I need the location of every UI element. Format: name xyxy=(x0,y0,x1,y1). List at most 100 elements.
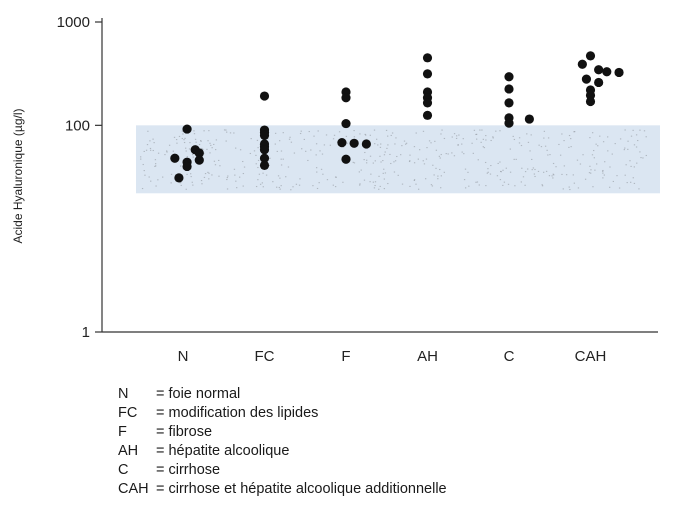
band-speckle xyxy=(632,129,634,131)
band-speckle xyxy=(541,185,544,187)
band-speckle xyxy=(308,130,310,133)
band-speckle xyxy=(633,166,635,168)
band-speckle xyxy=(593,149,595,152)
band-speckle xyxy=(236,187,238,189)
band-speckle xyxy=(630,165,632,167)
chart: 1 100 1000 N FC F AH C CAH Acide Hyaluronique (… xyxy=(11,14,660,365)
band-speckle xyxy=(353,136,356,138)
band-speckle xyxy=(373,129,376,131)
band-speckle xyxy=(219,165,221,167)
band-speckle xyxy=(624,129,626,131)
data-point-f xyxy=(341,154,351,164)
band-speckle xyxy=(597,145,599,147)
band-speckle xyxy=(612,180,614,183)
band-speckle xyxy=(418,149,421,151)
band-speckle xyxy=(181,137,183,140)
band-speckle xyxy=(537,170,540,172)
band-speckle xyxy=(603,174,605,176)
band-speckle xyxy=(609,166,611,168)
band-speckle xyxy=(215,139,218,141)
band-speckle xyxy=(173,136,176,138)
band-speckle xyxy=(645,136,647,138)
band-speckle xyxy=(551,175,553,177)
band-speckle xyxy=(363,159,365,161)
band-speckle xyxy=(486,172,488,174)
band-speckle xyxy=(543,130,546,132)
band-speckle xyxy=(261,182,264,184)
band-speckle xyxy=(387,182,389,185)
band-speckle xyxy=(473,129,476,131)
band-speckle xyxy=(145,149,148,151)
band-speckle xyxy=(552,177,554,179)
band-speckle xyxy=(562,188,564,190)
band-speckle xyxy=(204,173,207,175)
band-speckle xyxy=(364,151,366,154)
band-speckle xyxy=(189,173,192,175)
data-point-n xyxy=(174,173,184,183)
band-speckle xyxy=(239,149,242,151)
band-speckle xyxy=(467,171,469,173)
band-speckle xyxy=(636,162,638,164)
band-speckle xyxy=(385,129,388,131)
band-speckle xyxy=(268,164,270,166)
band-speckle xyxy=(417,158,419,160)
band-speckle xyxy=(276,150,278,152)
band-speckle xyxy=(383,188,386,190)
band-speckle xyxy=(533,173,536,175)
band-speckle xyxy=(479,129,481,131)
band-speckle xyxy=(191,181,193,183)
band-speckle xyxy=(640,157,642,159)
band-speckle xyxy=(333,134,336,136)
band-speckle xyxy=(403,140,406,142)
data-point-n xyxy=(194,148,204,158)
band-speckle xyxy=(179,182,181,184)
data-point-fc xyxy=(259,91,270,101)
band-speckle xyxy=(140,156,142,158)
band-speckle xyxy=(157,152,160,154)
band-speckle xyxy=(443,137,446,140)
legend-abbreviation: C xyxy=(118,462,129,478)
band-speckle xyxy=(223,129,226,131)
band-speckle xyxy=(152,138,154,140)
band-speckle xyxy=(638,188,640,190)
band-speckle xyxy=(318,182,320,184)
band-speckle xyxy=(172,150,174,152)
band-speckle xyxy=(409,185,411,187)
band-speckle xyxy=(478,184,480,186)
band-speckle xyxy=(426,147,428,149)
band-speckle xyxy=(513,158,515,160)
band-speckle xyxy=(485,139,487,141)
band-speckle xyxy=(192,184,194,186)
data-point-cah xyxy=(585,51,596,61)
band-speckle xyxy=(325,134,328,136)
band-speckle xyxy=(255,185,258,188)
band-speckle xyxy=(379,185,381,187)
band-speckle xyxy=(379,146,382,148)
band-speckle xyxy=(540,146,543,148)
band-speckle xyxy=(415,132,417,134)
band-speckle xyxy=(552,173,554,175)
band-speckle xyxy=(154,165,156,167)
band-speckle xyxy=(319,150,321,152)
band-speckle xyxy=(384,172,387,174)
band-speckle xyxy=(255,163,257,165)
band-speckle xyxy=(451,136,453,138)
band-speckle xyxy=(257,166,259,169)
band-speckle xyxy=(405,142,408,144)
band-speckle xyxy=(572,174,574,176)
band-speckle xyxy=(440,187,442,189)
band-speckle xyxy=(635,146,638,148)
band-speckle xyxy=(218,159,220,162)
band-speckle xyxy=(258,173,261,175)
band-speckle xyxy=(462,138,464,140)
band-speckle xyxy=(312,185,314,187)
band-speckle xyxy=(321,153,324,155)
band-speckle xyxy=(140,158,142,160)
band-speckle xyxy=(225,129,227,131)
band-speckle xyxy=(447,153,449,155)
band-speckle xyxy=(374,184,376,187)
band-speckle xyxy=(424,178,427,180)
band-speckle xyxy=(593,157,596,159)
band-speckle xyxy=(186,156,188,158)
band-speckle xyxy=(439,168,441,171)
